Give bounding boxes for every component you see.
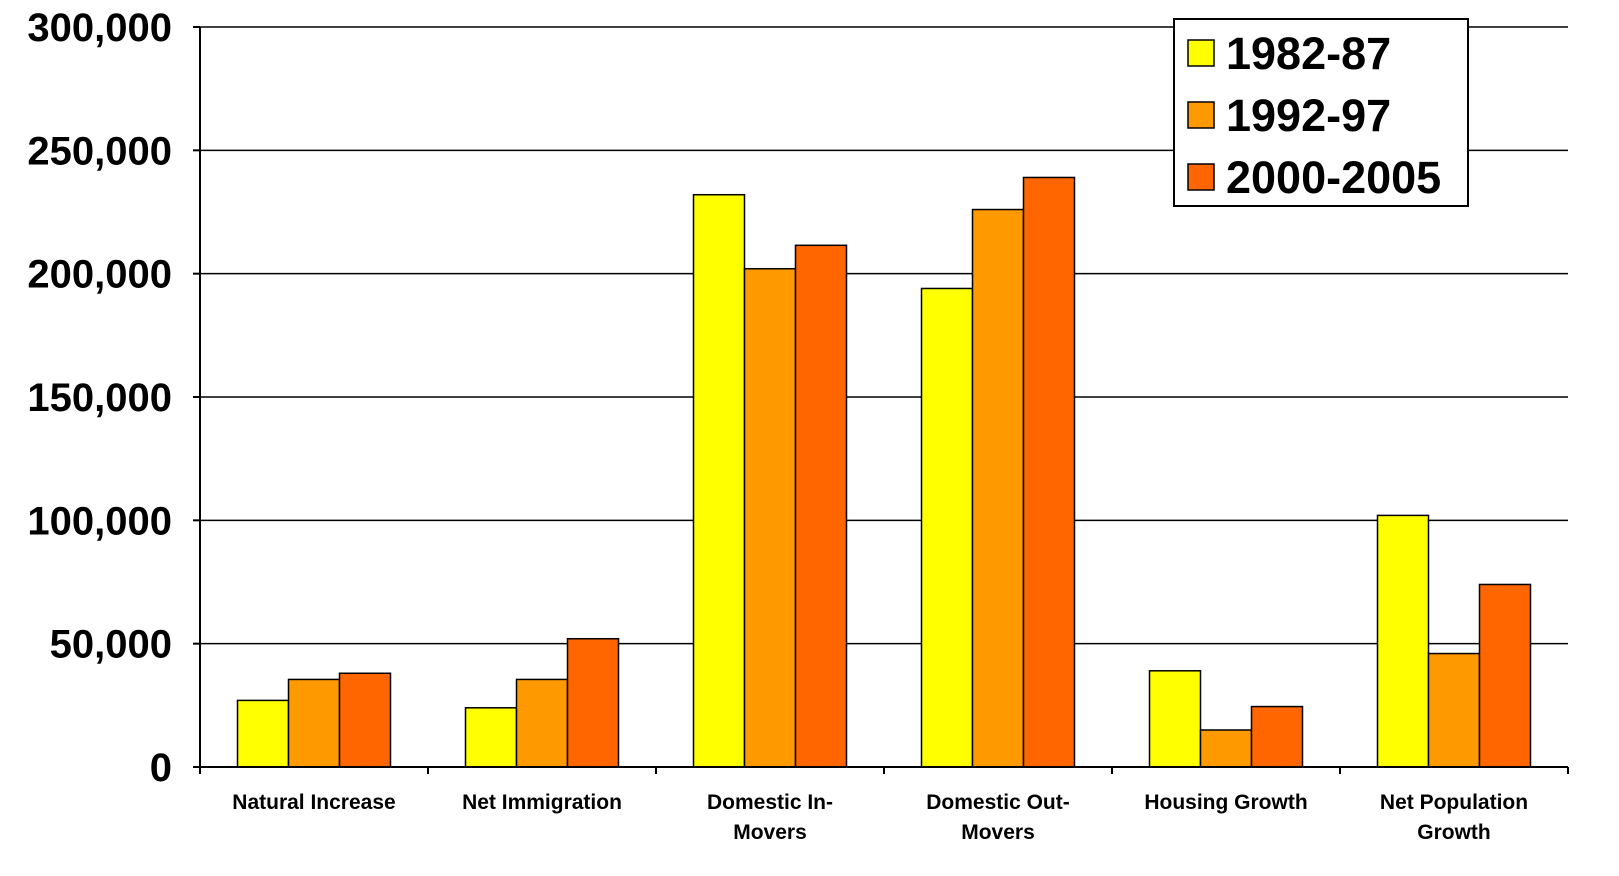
legend-swatch [1187, 39, 1215, 67]
x-tick-label: Natural Increase [232, 791, 395, 814]
axes [193, 26, 1569, 774]
legend: 1982-87 1992-97 2000-2005 [1173, 18, 1469, 207]
bar-1992-97 [1427, 652, 1481, 768]
y-tick-label: 150,000 [27, 376, 172, 420]
bar-1982-87 [1148, 670, 1202, 768]
y-tick-label: 50,000 [50, 623, 172, 667]
legend-label: 2000-2005 [1226, 152, 1441, 203]
y-tick-label: 250,000 [27, 129, 172, 173]
bar-1982-87 [1376, 514, 1430, 768]
x-axis-ticks: Natural Increase Net Immigration Domestic … [232, 791, 1528, 844]
legend-label: 1982-87 [1226, 28, 1391, 79]
y-tick-label: 300,000 [27, 6, 172, 50]
x-tick-label: Net Immigration [462, 791, 622, 814]
bar-1982-87 [464, 707, 518, 768]
x-tick-label: Domestic In-Movers [707, 791, 833, 844]
bar-2000-2005 [566, 637, 620, 768]
bar-1982-87 [692, 193, 746, 768]
bar-1992-97 [515, 678, 569, 768]
bar-1992-97 [971, 208, 1025, 768]
gridlines [200, 26, 1568, 645]
x-tick-label: Net Population Growth [1380, 791, 1528, 844]
bar-2000-2005 [1250, 705, 1304, 768]
legend-label: 1992-97 [1226, 90, 1391, 141]
y-axis-ticks: 0 50,000 100,000 150,000 200,000 250,000 300,0… [27, 6, 172, 790]
bar-2000-2005 [1478, 583, 1532, 768]
y-tick-label: 200,000 [27, 253, 172, 297]
bar-1992-97 [743, 267, 797, 768]
bars [236, 176, 1532, 768]
legend-box [1173, 18, 1469, 207]
legend-swatch [1187, 163, 1215, 191]
y-tick-label: 100,000 [27, 499, 172, 543]
x-tick-label: Domestic Out-Movers [926, 791, 1070, 844]
bar-1982-87 [920, 287, 974, 768]
legend-swatch [1187, 101, 1215, 129]
bar-2000-2005 [338, 672, 392, 768]
bar-1982-87 [236, 699, 290, 768]
bar-2000-2005 [1022, 176, 1076, 768]
bar-2000-2005 [794, 244, 848, 768]
bar-1992-97 [287, 678, 341, 768]
x-tick-label: Housing Growth [1144, 791, 1307, 814]
bar-1992-97 [1199, 729, 1253, 768]
y-tick-label: 0 [150, 746, 172, 790]
